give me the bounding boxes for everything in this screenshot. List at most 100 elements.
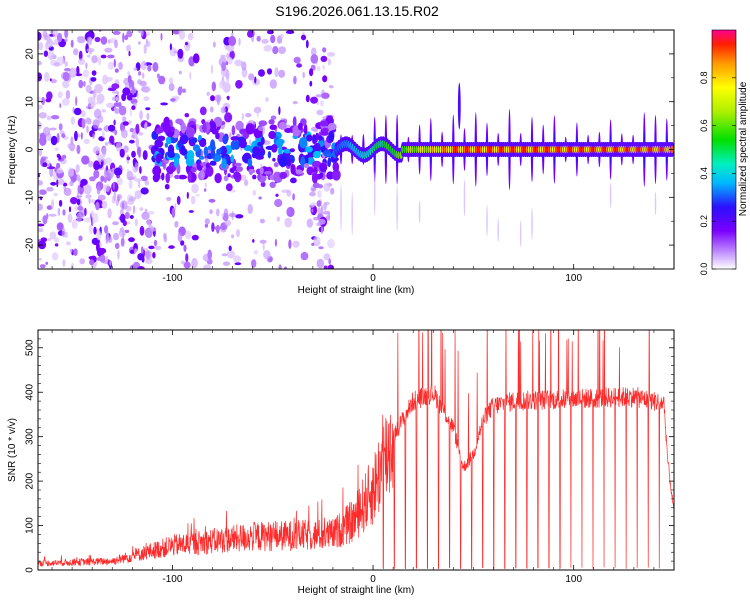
spectrogram-noise-cell [226, 250, 236, 259]
spectrogram-x-axis-label: Height of straight line (km) [298, 285, 415, 296]
spectrogram-noise-cell [311, 187, 317, 192]
spectrogram-y-axis-label: Frequency (Hz) [7, 116, 18, 185]
spectrogram-y-tick-label: -20 [25, 237, 36, 252]
spectrogram-noise-cell [316, 258, 325, 269]
spectrogram-core-cell [319, 162, 328, 173]
spectrogram-noise-cell [107, 54, 115, 59]
spectrogram-noise-cell [81, 118, 86, 129]
spectrogram-core-cell [174, 174, 180, 180]
spectrogram-noise-cell [81, 155, 90, 165]
spectrogram-noise-cell [70, 116, 75, 125]
spectrogram-noise-cell [231, 32, 234, 37]
spectrogram-noise-cell [134, 248, 138, 254]
spectrogram-noise-cell [70, 197, 78, 205]
spectrogram-noise-cell [50, 181, 57, 186]
spectrogram-noise-cell [113, 102, 121, 107]
spectrogram-noise-cell [67, 213, 73, 223]
spectrogram-noise-cell [38, 31, 42, 41]
spectrogram-core-cell [215, 132, 220, 140]
spectrogram-noise-cell [234, 59, 243, 67]
spectrogram-noise-cell [145, 107, 151, 111]
spectrogram-noise-cell [134, 162, 139, 172]
spectrogram-noise-cell [114, 242, 120, 250]
spectrogram-faint-sidelobe [497, 218, 500, 243]
spectrogram-noise-cell [323, 202, 327, 211]
spectrogram-core-cell [238, 139, 247, 149]
spectrogram-core-cell [312, 150, 321, 159]
spectrogram-noise-cell [70, 39, 74, 48]
spectrogram-noise-cell [241, 61, 247, 71]
spectrogram-noise-cell [101, 147, 107, 157]
spectrogram-noise-cell [38, 60, 42, 66]
spectrogram-noise-cell [124, 229, 130, 233]
spectrogram-core-cell [259, 166, 264, 175]
spectrogram-noise-cell [88, 37, 93, 43]
spectrogram-noise-cell [93, 169, 100, 179]
spectrogram-noise-cell [61, 154, 67, 159]
spectrogram-noise-cell [122, 217, 125, 222]
spectrogram-noise-cell [145, 40, 151, 48]
spectrogram-noise-cell [49, 127, 57, 131]
spectrogram-core-cell [279, 171, 288, 179]
spectrogram-noise-cell [270, 34, 276, 44]
spectrogram-noise-cell [171, 207, 176, 218]
spectrogram-noise-cell [137, 266, 145, 269]
spectrogram-noise-cell [249, 139, 251, 146]
spectrogram-core-cell [324, 153, 334, 158]
spectrogram-noise-cell [101, 109, 107, 113]
spectrogram-noise-cell [203, 264, 212, 269]
spectrogram-noise-cell [280, 33, 284, 39]
spectrogram-core-cell [211, 147, 216, 159]
spectrogram-noise-cell [128, 50, 131, 57]
spectrogram-core-cell [179, 134, 189, 145]
spectrogram-noise-cell [112, 30, 121, 35]
spectrogram-noise-cell [109, 135, 115, 144]
spectrogram-noise-cell [126, 221, 131, 225]
spectrogram-noise-cell [317, 190, 322, 198]
spectrogram-core-cell [332, 169, 341, 181]
spectrogram-noise-cell [104, 157, 113, 165]
spectrogram-noise-cell [98, 247, 107, 254]
spectrogram-core-cell [306, 134, 313, 142]
spectrogram-noise-cell [76, 198, 81, 206]
spectrogram-noise-cell [96, 93, 105, 104]
spectrogram-noise-cell [45, 261, 49, 265]
spectrogram-core-cell [176, 163, 181, 175]
spectrogram-core-cell [295, 169, 303, 175]
spectrogram-noise-cell [330, 187, 335, 195]
spectrogram-noise-cell [38, 72, 43, 82]
snr-x-ticks: -100 0 100 [51, 330, 675, 585]
spectrogram-noise-cell [78, 235, 83, 242]
spectrogram-noise-cell [126, 30, 133, 38]
spectrogram-noise-cell [68, 206, 72, 213]
spectrogram-core-cell [304, 154, 309, 166]
colorbar-tick-label: 0.0 [699, 263, 709, 276]
spectrogram-faint-sidelobe [519, 220, 522, 248]
snr-y-tick-label: 300 [25, 428, 36, 445]
spectrogram-noise-cell [139, 207, 144, 211]
spectrogram-noise-cell [170, 98, 176, 102]
spectrogram-noise-cell [284, 217, 293, 228]
spectrogram-noise-cell [100, 54, 107, 59]
spectrogram-core-cell [327, 122, 337, 131]
spectrogram-noise-cell [38, 257, 42, 261]
spectrogram-noise-cell [56, 162, 61, 170]
spectrogram-core-cell [252, 174, 257, 180]
spectrogram-noise-cell [38, 148, 43, 157]
spectrogram-noise-cell [122, 116, 127, 123]
spectrogram-noise-cell [292, 240, 300, 248]
spectrogram-noise-cell [322, 47, 327, 53]
spectrogram-noise-cell [305, 94, 310, 103]
spectrogram-noise-cell [85, 194, 92, 199]
spectrogram-faint-sidelobe [654, 191, 657, 215]
spectrogram-noise-cell [320, 205, 323, 216]
spectrogram-noise-cell [102, 74, 109, 85]
spectrogram-noise-cell [154, 245, 162, 250]
spectrogram-noise-cell [247, 203, 253, 215]
spectrogram-noise-cell [216, 208, 220, 217]
spectrogram-noise-cell [224, 112, 233, 123]
spectrogram-noise-cell [49, 166, 54, 177]
spectrogram-noise-cell [113, 58, 117, 68]
spectrogram-noise-cell [199, 106, 207, 116]
spectrogram-noise-cell [310, 54, 319, 64]
